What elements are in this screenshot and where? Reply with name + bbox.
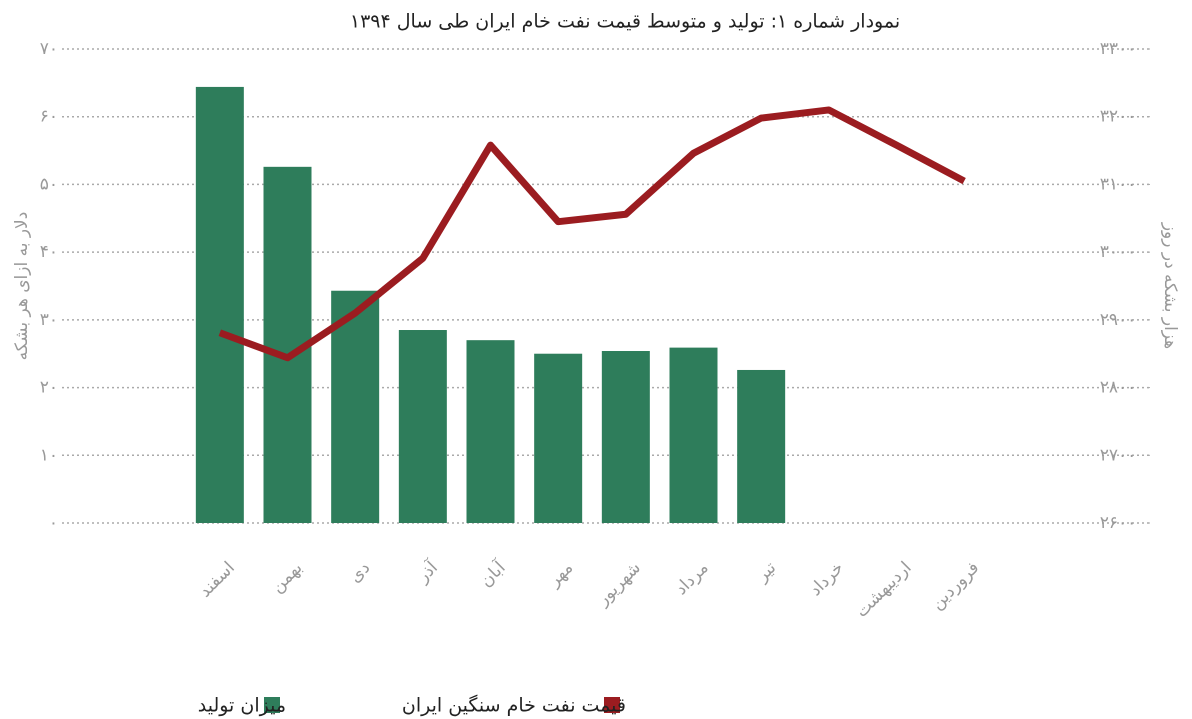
x-tick-label: فروردین: [927, 558, 983, 614]
y2-axis-title: هزار بشکه در روز: [1160, 222, 1180, 349]
x-tick-label: آبان: [475, 556, 511, 592]
y2-tick-label: ۳۲۰۰: [1100, 107, 1137, 127]
y-tick-label: ۵۰: [40, 174, 58, 194]
y2-tick-label: ۲۸۰۰: [1100, 378, 1137, 398]
x-tick-label: شهریور: [592, 558, 644, 610]
x-tick-label: تیر: [752, 558, 781, 587]
legend-label: میزان تولید: [198, 695, 286, 717]
y2-tick-label: ۳۰۰۰: [1100, 242, 1137, 262]
y-tick-label: ۷۰: [40, 39, 58, 59]
y-tick-label: ۱۰: [40, 445, 58, 465]
chart-title: نمودار شماره ۱: تولید و متوسط قیمت نفت خ…: [350, 11, 900, 33]
y2-tick-label: ۲۷۰۰: [1100, 445, 1137, 465]
bar: [466, 340, 515, 523]
legend-swatch: [264, 697, 280, 713]
x-tick-label: مرداد: [671, 558, 712, 599]
line: [218, 106, 966, 362]
y2-tick-label: ۲۶۰۰: [1100, 513, 1137, 533]
bar: [195, 86, 244, 524]
x-tick-label: اردیبهشت: [852, 558, 916, 622]
y-axis-title: دلار به ازای هر بشکه: [12, 212, 32, 361]
bar: [331, 290, 380, 523]
bar: [737, 369, 786, 523]
y2-tick-label: ۳۱۰۰: [1100, 174, 1137, 194]
y-tick-label: ۲۰: [40, 378, 58, 398]
legend-swatch: [604, 697, 620, 713]
bar: [669, 347, 718, 523]
y2-tick-label: ۲۹۰۰: [1100, 310, 1137, 330]
x-tick-label: دی: [345, 558, 374, 587]
y2-tick-label: ۳۳۰۰: [1100, 39, 1137, 59]
y-tick-label: ۴۰: [40, 242, 58, 262]
x-tick-label: خرداد: [806, 558, 848, 600]
x-tick-label: اسفند: [195, 558, 239, 602]
x-tick-label: آذر: [411, 556, 443, 588]
y-tick-label: ۶۰: [40, 107, 58, 127]
bar: [534, 353, 583, 523]
x-tick-label: مهر: [544, 558, 577, 591]
bar: [601, 351, 650, 523]
legend-label: قیمت نفت خام سنگین ایران: [402, 694, 626, 717]
x-tick-label: بهمن: [267, 558, 306, 597]
y-tick-label: ۳۰: [40, 310, 58, 330]
y-tick-label: ۰: [49, 513, 58, 533]
bar: [398, 330, 447, 523]
